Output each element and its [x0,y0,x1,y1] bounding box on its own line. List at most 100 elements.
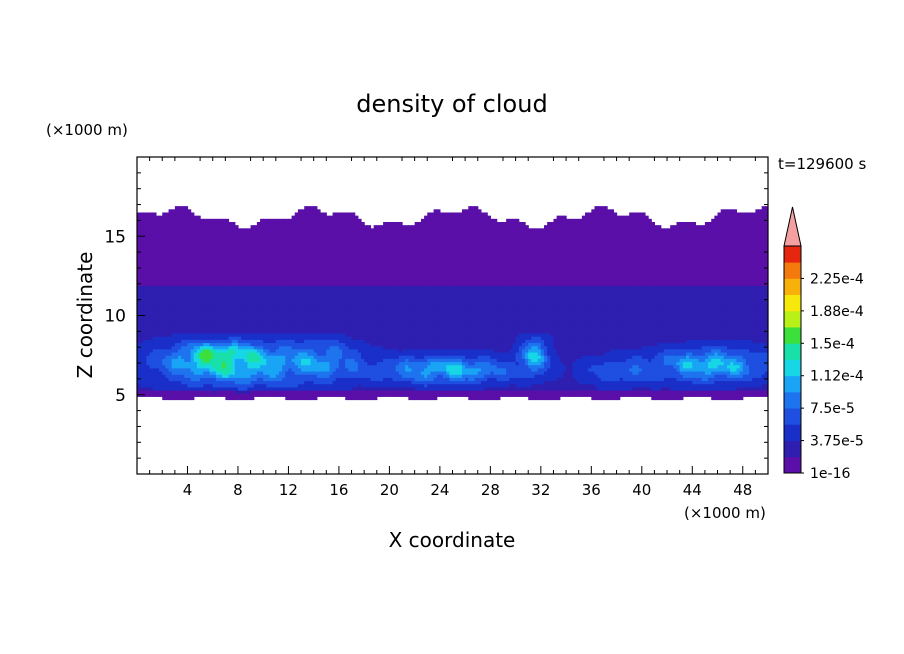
density-cell [181,282,185,286]
density-cell [297,263,302,267]
density-cell [171,332,176,337]
density-cell [266,336,271,340]
density-cell [297,313,302,318]
density-cell [237,282,242,286]
density-cell [285,336,290,340]
density-cell [291,393,296,397]
density-cell [171,256,176,261]
density-cell [288,358,293,363]
density-cell [278,218,283,223]
density-cell [143,329,148,334]
density-cell [275,307,280,312]
density-cell [165,215,170,220]
density-cell [288,266,293,271]
density-cell [247,313,252,318]
density-cell [285,298,290,302]
density-cell [241,380,245,385]
density-cell [294,310,299,315]
density-cell [159,313,163,318]
density-cell [250,383,255,388]
density-cell [203,221,208,226]
density-cell [256,307,261,312]
density-cell [181,260,185,264]
density-cell [140,355,144,359]
density-cell [206,253,211,258]
density-cell [237,332,242,337]
density-cell [184,282,189,286]
density-cell [165,377,170,382]
density-cell [266,256,271,261]
density-cell [149,260,154,264]
density-cell [231,351,236,356]
density-cell [291,323,296,328]
density-cell [237,313,242,318]
density-cell [137,336,141,340]
density-cell [237,364,242,369]
density-cell [244,380,249,385]
density-cell [143,317,148,321]
density-cell [291,329,296,334]
density-cell [137,386,141,391]
density-cell [200,288,204,293]
density-cell [149,370,154,375]
density-cell [237,339,242,344]
density-cell [209,336,214,340]
density-cell [241,310,245,315]
density-cell [285,396,290,401]
density-cell [149,377,154,382]
density-cell [149,282,154,286]
density-cell [206,361,211,366]
density-cell [184,244,189,248]
density-cell [159,260,163,264]
density-cell [231,317,236,321]
density-cell [275,285,280,290]
density-cell [143,332,148,337]
density-cell [272,272,277,277]
density-cell [149,228,154,233]
density-cell [209,294,214,299]
density-cell [291,253,296,258]
density-cell [200,342,204,347]
density-cell [222,263,226,267]
density-cell [178,234,182,239]
density-cell [209,221,214,226]
density-cell [174,301,179,306]
density-cell [159,351,163,356]
density-cell [215,342,220,347]
density-cell [165,380,170,385]
density-cell [282,260,286,264]
density-cell [263,282,267,286]
density-cell [200,370,204,375]
density-cell [203,336,208,340]
density-cell [193,234,198,239]
density-cell [222,339,226,344]
density-cell [178,317,182,321]
density-cell [260,329,264,334]
density-cell [181,288,185,293]
density-cell [196,266,201,271]
density-cell [304,253,308,258]
density-cell [301,291,305,296]
density-cell [196,307,201,312]
density-cell [155,260,160,264]
density-cell [174,339,179,344]
density-cell [278,250,283,255]
density-cell [301,313,305,318]
density-cell [241,228,245,233]
density-cell [184,383,189,388]
density-cell [234,317,239,321]
density-cell [294,288,299,293]
density-cell [200,269,204,274]
density-cell [304,332,308,337]
density-cell [263,272,267,277]
density-cell [297,298,302,302]
density-cell [275,298,280,302]
density-cell [266,275,271,280]
density-cell [209,228,214,233]
density-cell [149,288,154,293]
density-cell [190,307,195,312]
density-cell [228,361,233,366]
density-cell [294,304,299,309]
density-cell [266,298,271,302]
density-cell [140,307,144,312]
